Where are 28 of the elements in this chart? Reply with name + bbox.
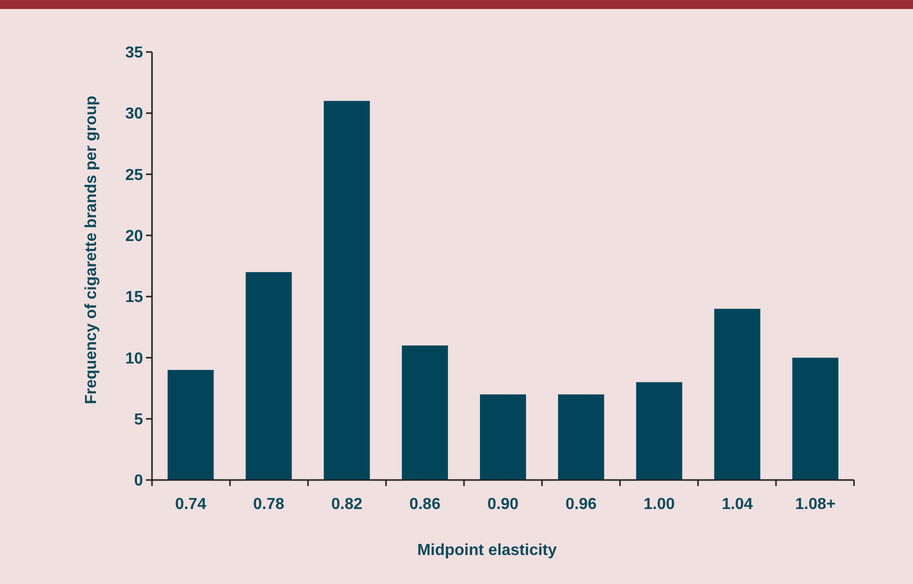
x-tick-label: 1.08+ bbox=[795, 496, 836, 513]
bar bbox=[168, 370, 214, 480]
bar bbox=[480, 394, 526, 480]
x-tick-label: 0.96 bbox=[566, 496, 597, 513]
y-tick-label: 5 bbox=[134, 411, 144, 428]
x-tick-label: 0.78 bbox=[253, 496, 284, 513]
x-tick-label: 0.74 bbox=[175, 496, 206, 513]
x-tick-label: 0.86 bbox=[409, 496, 441, 513]
bar bbox=[246, 272, 292, 480]
bar bbox=[402, 345, 448, 480]
y-tick-label: 20 bbox=[125, 228, 144, 246]
x-tick-label: 0.90 bbox=[487, 496, 519, 513]
y-tick-label: 30 bbox=[125, 106, 144, 123]
y-tick-label: 35 bbox=[125, 44, 144, 62]
x-axis-title: Midpoint elasticity bbox=[417, 542, 557, 559]
y-tick-label: 10 bbox=[125, 350, 144, 368]
bar bbox=[714, 308, 760, 480]
y-tick-label: 0 bbox=[134, 472, 144, 490]
y-tick-label: 25 bbox=[125, 166, 144, 184]
x-tick-label: 1.04 bbox=[722, 496, 753, 513]
y-axis-title: Frequency of cigarette brands per group bbox=[83, 96, 100, 404]
y-tick-label: 15 bbox=[125, 289, 144, 306]
bar bbox=[324, 100, 370, 480]
bar bbox=[792, 358, 838, 480]
x-tick-label: 0.82 bbox=[331, 496, 362, 513]
bar bbox=[558, 394, 604, 480]
x-tick-label: 1.00 bbox=[644, 496, 675, 513]
bar bbox=[636, 382, 682, 480]
